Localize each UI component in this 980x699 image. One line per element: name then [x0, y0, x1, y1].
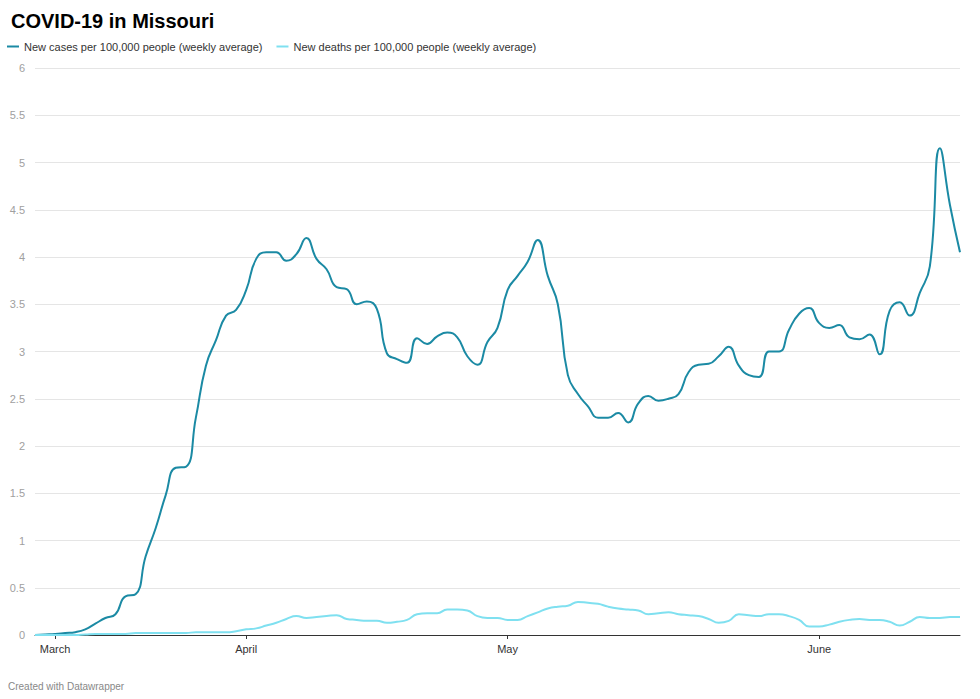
svg-text:May: May: [497, 643, 518, 655]
svg-text:1.5: 1.5: [10, 487, 25, 499]
svg-text:4.5: 4.5: [10, 204, 25, 216]
svg-text:Created with Datawrapper: Created with Datawrapper: [8, 681, 125, 692]
svg-text:New deaths per 100,000 people: New deaths per 100,000 people (weekly av…: [293, 41, 536, 53]
svg-text:March: March: [40, 643, 71, 655]
svg-text:2: 2: [19, 440, 25, 452]
svg-text:4: 4: [19, 251, 25, 263]
svg-text:2.5: 2.5: [10, 393, 25, 405]
svg-text:COVID-19 in Missouri: COVID-19 in Missouri: [11, 10, 214, 32]
svg-text:April: April: [235, 643, 257, 655]
svg-text:0.5: 0.5: [10, 582, 25, 594]
svg-text:3: 3: [19, 346, 25, 358]
svg-text:June: June: [807, 643, 831, 655]
svg-text:5: 5: [19, 157, 25, 169]
svg-text:1: 1: [19, 535, 25, 547]
svg-text:6: 6: [19, 62, 25, 74]
svg-text:5.5: 5.5: [10, 109, 25, 121]
svg-text:New cases per 100,000 people (: New cases per 100,000 people (weekly ave…: [24, 41, 262, 53]
svg-text:3.5: 3.5: [10, 298, 25, 310]
svg-text:0: 0: [19, 629, 25, 641]
